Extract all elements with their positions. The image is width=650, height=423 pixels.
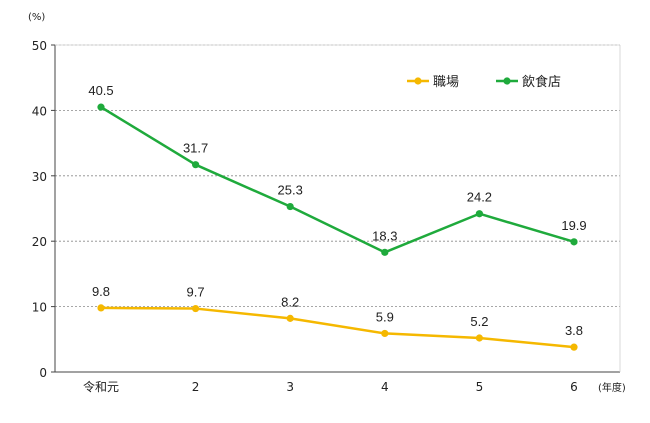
y-unit-label: (%) [28,12,45,23]
legend-item: 職場 [407,75,459,90]
data-label: 9.8 [92,284,110,299]
y-tick-label: 40 [32,104,47,118]
x-tick-label: 3 [286,380,294,394]
data-point [475,334,483,342]
data-point [286,314,294,322]
data-point [192,304,200,313]
x-tick-label: 2 [192,380,200,394]
data-label: 40.5 [88,83,113,98]
series-workplace: 9.8 9.7 8.2 5.9 5.2 3.8 [92,284,583,351]
series-line [100,106,575,254]
legend-item: 飲食店 [496,74,561,90]
legend-label: 職場 [433,75,459,90]
data-point [192,161,200,169]
legend-swatch-marker [503,77,511,85]
series-restaurant: 40.5 31.7 25.3 18.3 24.2 19.9 [88,83,587,256]
x-unit-label: (年度) [598,381,626,394]
x-tick-label: 4 [381,380,389,394]
y-tick-label: 10 [32,301,47,315]
data-label: 8.2 [281,294,299,309]
data-label: 9.7 [187,285,205,300]
y-tick-label: 0 [39,366,47,380]
x-tick-labels: 令和元 2 3 4 5 6 [83,379,578,394]
data-label: 31.7 [183,141,208,156]
y-tick-label: 50 [32,39,47,53]
data-label: 25.3 [278,183,303,198]
y-tick-labels: 0 10 20 30 40 50 [32,39,55,380]
data-label: 18.3 [372,228,397,243]
data-label: 19.9 [561,218,586,233]
data-point [475,210,483,218]
legend: 職場 飲食店 [407,74,561,90]
data-point [381,329,389,338]
axes [54,44,621,373]
data-label: 24.2 [467,190,492,205]
series-layer: 9.8 9.7 8.2 5.9 5.2 3.8 40.5 31.7 25.3 18.3 24.2 19… [88,83,587,351]
data-point [97,304,105,312]
data-label: 5.2 [470,314,488,329]
x-tick-label: 6 [570,380,578,394]
data-point [381,248,389,256]
data-label: 3.8 [565,323,583,338]
data-point [570,238,578,246]
series-line [100,306,575,349]
y-tick-label: 20 [32,235,47,249]
data-point [286,202,294,211]
data-point [97,103,105,111]
y-tick-label: 30 [32,170,47,184]
legend-label: 飲食店 [522,74,561,90]
data-point [570,343,578,351]
legend-swatch-marker [414,77,422,85]
data-label: 5.9 [376,309,394,324]
x-tick-label: 5 [476,380,484,394]
x-tick-label: 令和元 [83,379,119,394]
